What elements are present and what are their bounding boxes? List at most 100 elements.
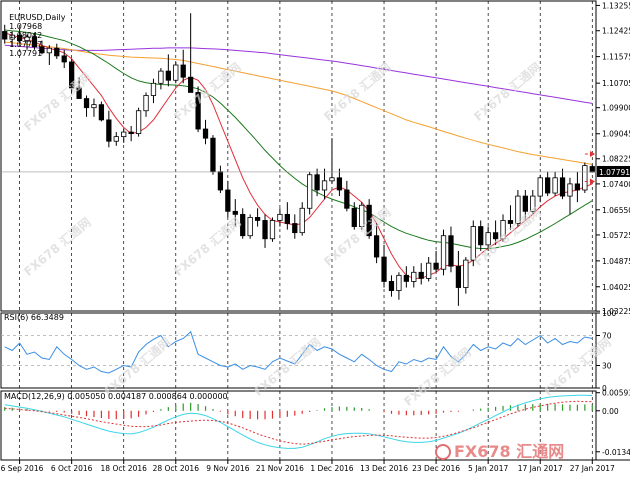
candle: [559, 168, 566, 200]
time-axis-label: 26 Sep 2016: [0, 464, 44, 473]
candle: [321, 168, 328, 200]
candle: [83, 95, 90, 117]
ma-long-purple-line: [4, 44, 593, 104]
candle-body-up: [113, 136, 119, 142]
candle-body-down: [195, 92, 201, 130]
candle-body-down: [61, 55, 67, 63]
candle: [113, 132, 119, 146]
rsi-axis-label: 100: [602, 309, 617, 318]
candle-body-down: [2, 31, 8, 40]
candle-body-up: [277, 213, 283, 221]
time-axis-label: 9 Nov 2016: [206, 464, 249, 473]
candle: [180, 49, 186, 84]
candle-body-up: [9, 34, 15, 40]
candle-body-up: [135, 110, 142, 134]
candle-body-down: [418, 271, 424, 279]
candle: [277, 208, 283, 227]
candle: [284, 202, 290, 230]
candle: [418, 263, 424, 285]
candle: [426, 257, 432, 282]
time-axis-label: 1 Dec 2016: [310, 464, 353, 473]
candle: [433, 250, 439, 273]
time-axis-label: 23 Dec 2016: [412, 464, 460, 473]
candle: [470, 220, 476, 267]
candle-body-down: [31, 36, 38, 48]
candle-body-down: [254, 217, 261, 221]
candle-body-down: [128, 131, 134, 134]
current-price-tag: [597, 165, 630, 177]
candle: [165, 54, 171, 87]
price-header: EURUSD,Daily 1.07968 1.08042 1.07767 1.0…: [4, 4, 65, 58]
open-value: 1.07968: [9, 22, 43, 31]
candle: [411, 266, 417, 288]
candle-body-up: [150, 82, 157, 96]
candle-body-down: [262, 220, 268, 240]
candle: [158, 68, 164, 90]
candle: [537, 174, 543, 203]
candle-body-down: [545, 177, 551, 194]
candle: [440, 229, 447, 276]
candle: [240, 208, 246, 239]
candle-body-up: [567, 183, 573, 197]
candle: [545, 171, 551, 197]
price-axis-label: 1.08225: [602, 155, 630, 164]
candle-body-down: [403, 274, 409, 282]
candle: [492, 220, 499, 245]
corner-logo-text: FX678 汇通网: [454, 442, 564, 461]
candle-body-down: [83, 98, 90, 109]
candle-body-up: [299, 207, 305, 234]
candle: [478, 220, 484, 251]
price-axis-label: 1.04875: [602, 257, 630, 266]
candle-body-down: [522, 195, 528, 212]
candle-body-down: [180, 64, 186, 78]
price-axis-label: 1.11575: [602, 53, 630, 62]
candle: [366, 199, 372, 239]
candle-body-up: [46, 47, 52, 54]
candle: [448, 226, 454, 273]
macd-axis-label: 0.00: [602, 407, 619, 416]
candle-body-down: [284, 213, 290, 224]
high-value: 1.08042: [9, 31, 43, 40]
candle-body-up: [91, 104, 97, 109]
candle: [582, 162, 588, 194]
candle: [150, 78, 157, 104]
candle-body-down: [76, 87, 82, 99]
candle-body-up: [247, 217, 253, 237]
ma-long-orange-line: [4, 41, 593, 165]
candle: [210, 135, 216, 175]
close-value: 1.07791: [9, 49, 43, 58]
candle-body-down: [314, 174, 320, 191]
ma-mid-line: [4, 29, 593, 249]
panel-frame-main: [0, 0, 597, 312]
rsi-label: RSI(6) 66.3489: [4, 313, 64, 322]
candle-body-down: [69, 61, 75, 89]
candle: [299, 202, 305, 236]
time-axis-label: 28 Oct 2016: [153, 464, 200, 473]
candle-body-down: [225, 189, 231, 212]
time-axis-label: 21 Nov 2016: [256, 464, 304, 473]
candle-body-down: [381, 256, 387, 282]
candle: [173, 61, 179, 84]
candle: [403, 266, 409, 288]
candle-body-down: [240, 213, 246, 237]
corner-logo: [435, 444, 451, 460]
candle: [567, 177, 573, 215]
candle-body-down: [16, 34, 23, 42]
candle: [2, 24, 8, 44]
price-axis-label: 1.12425: [602, 27, 630, 36]
candle-body-down: [217, 171, 224, 191]
candle-body-down: [559, 177, 566, 197]
candle-body-down: [448, 235, 454, 267]
candle: [522, 189, 528, 221]
candle: [515, 189, 521, 227]
rsi-line: [4, 330, 593, 374]
candle: [46, 45, 52, 66]
time-axis-label: 27 Jan 2017: [570, 464, 615, 473]
candle: [351, 202, 357, 230]
time-axis-label: 5 Jan 2017: [468, 464, 508, 473]
candle: [98, 101, 105, 122]
candle: [500, 214, 506, 242]
rsi-axis-label: 70: [602, 332, 612, 341]
candle: [314, 168, 320, 197]
